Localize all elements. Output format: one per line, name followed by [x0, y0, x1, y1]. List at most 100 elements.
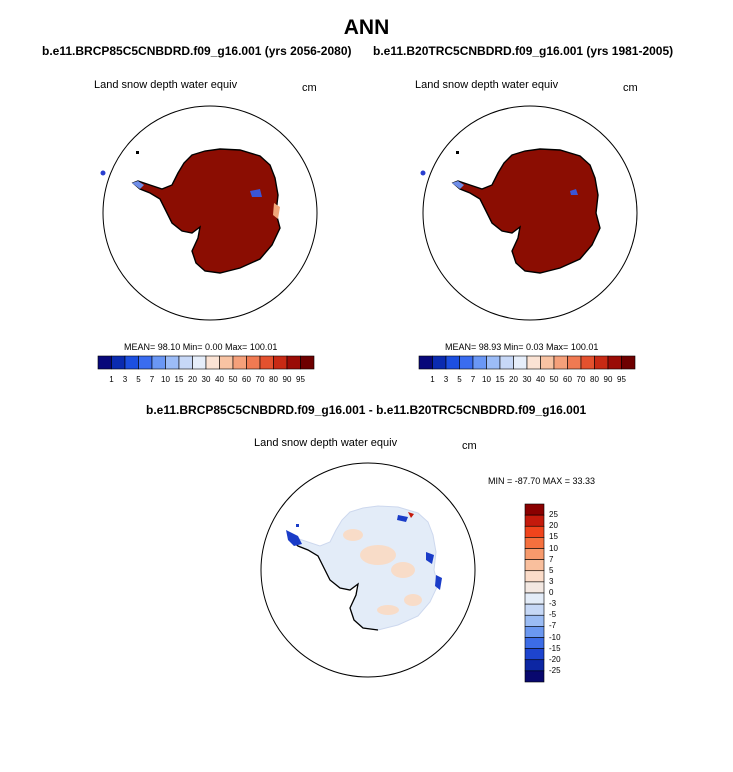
colorbar-tick-label: 70	[576, 375, 586, 384]
panel-1-variable-label: Land snow depth water equiv	[94, 79, 238, 91]
page-title: ANN	[343, 16, 390, 39]
colorbar-tick-label: 3	[122, 375, 128, 384]
colorbar-tick-label: -3	[549, 599, 557, 609]
diff-case-label: b.e11.BRCP85C5CNBDRD.f09_g16.001 - b.e11…	[146, 403, 587, 417]
colorbar-tick-label: 60	[242, 375, 251, 384]
colorbar-tick-label: 5	[549, 565, 554, 575]
colorbar-tick-label: 40	[536, 375, 545, 384]
colorbar-swatch	[524, 626, 545, 638]
colorbar-tick-label: 20	[188, 375, 197, 384]
panel-2-map	[420, 105, 638, 321]
panel-1-colorbar-labels: 1 3 5 7 10 15 20 30 40 50 60 70 80 90 95	[98, 375, 314, 387]
panel-2-colorbar	[418, 355, 636, 370]
colorbar-tick-label: 3	[443, 375, 449, 384]
colorbar-swatch	[286, 355, 301, 370]
colorbar-tick-label: 50	[549, 375, 559, 384]
diff-colorbar	[524, 503, 545, 683]
colorbar-tick-label: 10	[549, 543, 558, 553]
colorbar-swatch	[499, 355, 514, 370]
colorbar-swatch	[621, 355, 636, 370]
diff-units-label: cm	[462, 440, 477, 452]
panel-1-case-label: b.e11.BRCP85C5CNBDRD.f09_g16.001 (yrs 20…	[42, 44, 352, 58]
colorbar-swatch	[567, 355, 582, 370]
colorbar-swatch	[459, 355, 474, 370]
panel-2-colorbar-labels: 1 3 5 7 10 15 20 30 40 50 60 70 80 90 95	[419, 375, 635, 387]
colorbar-tick-label: 25	[549, 510, 558, 520]
diff-coastal-gain	[408, 512, 414, 518]
colorbar-swatch	[524, 570, 545, 583]
colorbar-swatch	[246, 355, 261, 370]
colorbar-tick-label: 90	[603, 375, 613, 384]
colorbar-swatch	[524, 592, 545, 605]
panel-1-island	[100, 170, 106, 176]
colorbar-swatch	[524, 659, 545, 672]
colorbar-tick-label: -5	[549, 610, 557, 620]
colorbar-swatch	[418, 355, 433, 370]
colorbar-tick-label: 60	[563, 375, 572, 384]
colorbar-tick-label: 30	[522, 375, 532, 384]
colorbar-swatch	[524, 537, 545, 549]
colorbar-swatch	[524, 581, 545, 594]
colorbar-tick-label: 10	[482, 375, 491, 384]
colorbar-tick-label: 80	[269, 375, 278, 384]
colorbar-swatch	[151, 355, 166, 370]
panel-2-peninsula-edge	[452, 181, 464, 189]
colorbar-swatch	[219, 355, 234, 370]
colorbar-swatch	[232, 355, 247, 370]
colorbar-swatch	[580, 355, 595, 370]
colorbar-tick-label: 3	[549, 576, 554, 586]
panel-1-stats: MEAN= 98.10 Min= 0.00 Max= 100.01	[124, 342, 278, 352]
panel-2-case-label: b.e11.B20TRC5CNBDRD.f09_g16.001 (yrs 198…	[373, 44, 674, 58]
panel-1-island-2	[136, 151, 139, 154]
colorbar-tick-label: 5	[457, 375, 462, 384]
colorbar-tick-label: -20	[549, 654, 561, 664]
colorbar-swatch	[178, 355, 193, 370]
colorbar-swatch	[300, 355, 315, 370]
colorbar-swatch	[524, 503, 545, 516]
colorbar-swatch	[526, 355, 541, 370]
panel-2-variable-label: Land snow depth water equiv	[415, 79, 559, 91]
colorbar-swatch	[138, 355, 153, 370]
colorbar-swatch	[524, 525, 545, 538]
colorbar-swatch	[513, 355, 528, 370]
colorbar-swatch	[165, 355, 180, 370]
diff-coastline	[290, 539, 379, 631]
colorbar-swatch	[445, 355, 460, 370]
colorbar-tick-label: 30	[201, 375, 211, 384]
diff-map	[260, 462, 476, 678]
colorbar-swatch	[524, 559, 545, 572]
diff-colorbar-labels: 25 20 15 10 7 5 3 0 -3 -5 -7 -10 -15 -20 -25	[549, 504, 579, 682]
colorbar-swatch	[524, 603, 545, 616]
panel-1-map	[100, 105, 318, 321]
diff-stats: MIN = -87.70 MAX = 33.33	[488, 476, 596, 486]
colorbar-tick-label: 70	[255, 375, 265, 384]
colorbar-swatch	[111, 355, 126, 370]
panel-1-antarctica	[131, 148, 281, 274]
panel-2-stats: MEAN= 98.93 Min= 0.03 Max= 100.01	[445, 342, 599, 352]
panel-2-east-edge	[570, 189, 578, 195]
colorbar-swatch	[553, 355, 568, 370]
colorbar-tick-label: -10	[549, 632, 561, 642]
colorbar-swatch	[524, 614, 545, 627]
colorbar-swatch	[594, 355, 609, 370]
colorbar-tick-label: -15	[549, 643, 561, 653]
panel-1-colorbar	[97, 355, 315, 370]
colorbar-swatch	[97, 355, 112, 370]
diff-warm-patches	[343, 529, 422, 615]
colorbar-swatch	[259, 355, 274, 370]
diff-variable-label: Land snow depth water equiv	[254, 437, 398, 449]
colorbar-tick-label: 1	[430, 375, 435, 384]
colorbar-swatch	[607, 355, 622, 370]
colorbar-tick-label: 20	[549, 521, 558, 531]
panel-2-antarctica	[451, 148, 601, 274]
colorbar-swatch	[524, 548, 545, 560]
colorbar-tick-label: 40	[215, 375, 224, 384]
colorbar-tick-label: 10	[161, 375, 170, 384]
colorbar-tick-label: 95	[296, 375, 305, 384]
colorbar-tick-label: 15	[549, 532, 558, 542]
colorbar-tick-label: 15	[174, 375, 184, 384]
panel-1-units-label: cm	[302, 82, 317, 94]
colorbar-swatch	[432, 355, 447, 370]
colorbar-swatch	[192, 355, 207, 370]
colorbar-swatch	[124, 355, 139, 370]
